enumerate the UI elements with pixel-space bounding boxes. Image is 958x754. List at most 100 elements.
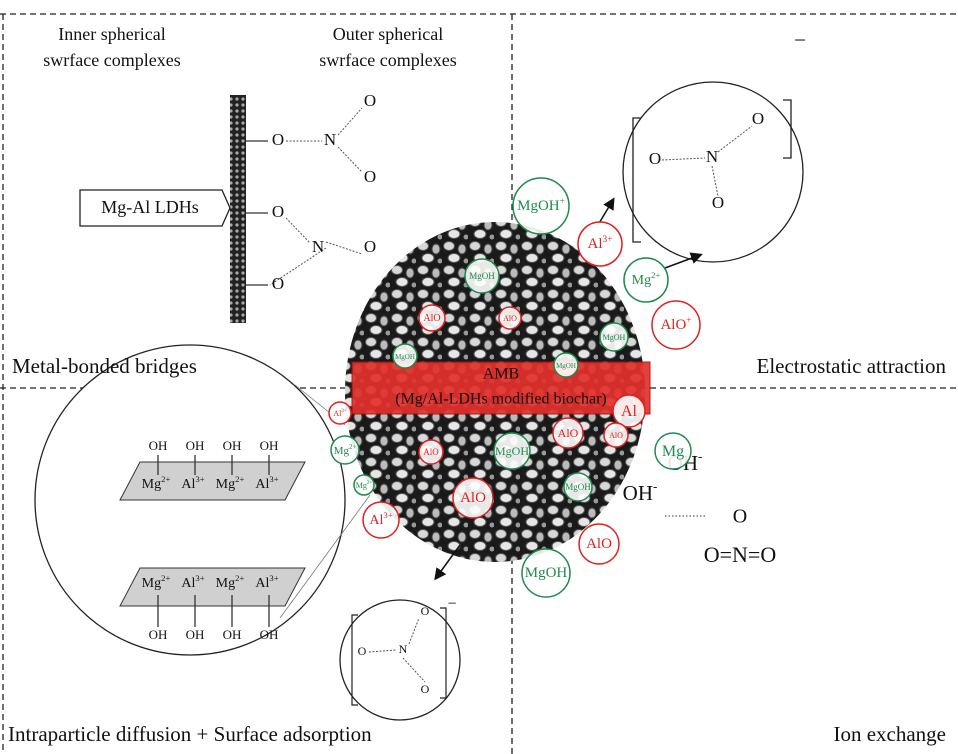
- ion-base: MgOH: [517, 198, 560, 214]
- hydroxide-sup: -: [653, 479, 657, 494]
- atom: N: [706, 147, 718, 166]
- ion-base: MgOH: [565, 482, 591, 492]
- atom: O: [733, 506, 747, 528]
- layer-ion-sup: 2+: [161, 474, 170, 484]
- inner-label: Inner spherical: [58, 24, 165, 44]
- ion: MgOH: [525, 565, 568, 581]
- ion-base: Mg: [334, 445, 350, 457]
- atom: O: [752, 109, 764, 128]
- ion-base: MgOH: [395, 353, 415, 361]
- atom: N: [399, 642, 408, 656]
- hydroxyl: OH: [186, 627, 205, 642]
- ion-base: MgOH: [495, 444, 529, 458]
- atom: O: [272, 202, 284, 221]
- ion-base: AlO: [423, 313, 440, 324]
- ion: MgOH: [565, 482, 591, 492]
- layer-ion-sup: 2+: [161, 573, 170, 583]
- ion-base: Mg: [356, 481, 367, 490]
- ion-sup: 3+: [383, 510, 392, 520]
- outer-label: Outer spherical: [333, 24, 443, 44]
- bond: [286, 218, 310, 243]
- hydroxyl: OH: [260, 438, 279, 453]
- atom: O: [421, 604, 430, 618]
- ion-base: AlO: [423, 447, 439, 457]
- ion-base: Al: [369, 513, 383, 528]
- ion-base: AlO: [460, 490, 486, 506]
- hydroxyl: OH: [149, 627, 168, 642]
- layer-ion-base: Al: [181, 477, 195, 492]
- layer-ion-base: Mg: [142, 576, 161, 591]
- layer-ion-base: Mg: [216, 477, 235, 492]
- layer-ion-sup: 2+: [235, 474, 244, 484]
- layer-ion-sup: 3+: [269, 573, 278, 583]
- hydroxyl: OH: [260, 627, 279, 642]
- atom: O: [358, 644, 367, 658]
- bond: [338, 147, 362, 172]
- outer-label: swrface complexes: [319, 50, 456, 70]
- atom: O: [364, 167, 376, 186]
- atom: O: [364, 237, 376, 256]
- bond: [338, 108, 362, 135]
- layer-ion-sup: 3+: [195, 474, 204, 484]
- atom: O: [272, 274, 284, 293]
- ion: Al: [621, 403, 638, 420]
- ion-sup: 2+: [367, 481, 372, 486]
- layer-ion-sup: 2+: [235, 573, 244, 583]
- atom: O: [421, 682, 430, 696]
- ion-base: MgOH: [525, 565, 568, 581]
- hydroxyl: OH: [223, 438, 242, 453]
- ion: AlO: [423, 313, 440, 324]
- hydroxyl: OH: [186, 438, 205, 453]
- atom: O: [364, 91, 376, 110]
- atom: N: [312, 237, 324, 256]
- caption: Metal-bonded bridges: [12, 354, 197, 378]
- ion-base: AlO: [586, 536, 612, 552]
- caption: Ion exchange: [833, 722, 946, 746]
- layer-ion-base: Mg: [216, 576, 235, 591]
- layout: [0, 14, 958, 754]
- ion: AlO: [460, 490, 486, 506]
- ion-sup: 2+: [349, 444, 356, 451]
- layer-ion-sup: 3+: [195, 573, 204, 583]
- ion-sup: +: [560, 197, 565, 207]
- atom: O: [712, 193, 724, 212]
- ion: MgOH+: [517, 197, 565, 215]
- ion: AlO: [609, 431, 623, 440]
- ion-sup: +: [686, 316, 691, 326]
- ion-sup: 3+: [341, 409, 346, 414]
- ion-base: AlO: [558, 426, 579, 440]
- layer-ion-base: Al: [255, 576, 269, 591]
- ion-base: MgOH: [556, 362, 576, 370]
- center-name: AMB: [483, 366, 519, 383]
- ion: AlO: [558, 426, 579, 440]
- hydroxide-sup: -: [698, 449, 702, 464]
- layer-ion-sup: 3+: [269, 474, 278, 484]
- ion: MgOH: [469, 271, 495, 281]
- ion-base: AlO: [503, 314, 517, 323]
- caption: Electrostatic attraction: [757, 354, 947, 378]
- ion-base: AlO: [660, 317, 686, 333]
- hydroxyl: OH: [223, 627, 242, 642]
- ion-base: AlO: [609, 431, 623, 440]
- ion-base: MgOH: [469, 271, 495, 281]
- ion-sup: 3+: [603, 235, 613, 245]
- ion: AlO: [503, 314, 517, 323]
- inner-label: swrface complexes: [43, 50, 180, 70]
- hydroxide-base: OH: [623, 481, 653, 505]
- ion: Mg: [662, 443, 684, 460]
- center-description: (Mg/Al-LDHs modified biochar): [395, 391, 607, 408]
- ion-base: MgOH: [603, 333, 626, 342]
- diagram: Inner spherical Outer spherical swrface co…: [0, 0, 958, 754]
- ion-base: Al: [588, 236, 603, 252]
- layer-ion-base: Mg: [142, 477, 161, 492]
- ldh-label: Mg-Al LDHs: [101, 197, 199, 217]
- charge: −: [447, 596, 456, 613]
- ion-sup: 2+: [651, 270, 660, 280]
- bond: [326, 242, 362, 254]
- ion: MgOH: [495, 444, 529, 458]
- ion: MgOH: [395, 353, 415, 361]
- ion: AlO: [423, 447, 439, 457]
- ion-base: Mg: [632, 273, 651, 288]
- ion: MgOH: [556, 362, 576, 370]
- atom: O: [272, 130, 284, 149]
